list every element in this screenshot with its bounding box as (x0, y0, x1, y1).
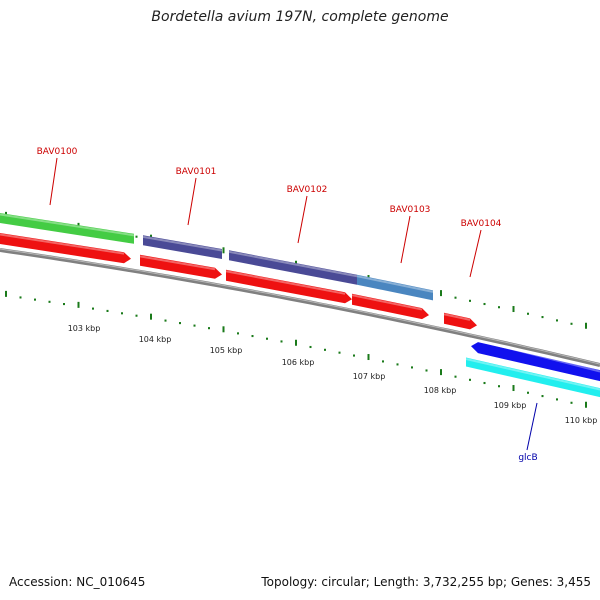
leader-line (49, 157, 58, 206)
cds-arrow-5 (443, 312, 477, 330)
scale-label: 109 kbp (494, 401, 527, 410)
scale-label: 108 kbp (424, 386, 457, 395)
cds-arrow-4 (351, 293, 429, 320)
gene-label-bav0104: BAV0104 (461, 219, 502, 278)
tick-marks (5, 211, 587, 408)
leader-line (526, 402, 538, 451)
gene-label-bav0103: BAV0103 (390, 205, 431, 264)
cds-arrow-glcB (470, 337, 600, 382)
gene-label-text: BAV0103 (390, 205, 431, 215)
gene-label-glcb: glcB (518, 402, 538, 463)
gene-label-bav0100: BAV0100 (37, 147, 78, 206)
leader-line (469, 229, 482, 278)
gene-bar-purple-1 (142, 235, 223, 259)
map-title: Bordetella avium 197N, complete genome (151, 9, 449, 25)
gene-bar-green (0, 213, 135, 244)
gene-label-text: glcB (518, 453, 537, 463)
genome-backbone (0, 248, 600, 368)
gene-bar-purple-2 (228, 250, 358, 285)
gene-label-text: BAV0100 (37, 147, 78, 157)
scale-label: 103 kbp (68, 324, 101, 333)
scale-label: 110 kbp (565, 416, 598, 425)
gene-label-bav0101: BAV0101 (176, 167, 217, 226)
scale-label: 104 kbp (139, 335, 172, 344)
gene-label-text: BAV0104 (461, 219, 502, 229)
gene-label-text: BAV0102 (287, 185, 328, 195)
genome-summary-text: Topology: circular; Length: 3,732,255 bp… (261, 575, 591, 589)
gene-bar-cyan (465, 357, 600, 398)
backbone-highlight (0, 248, 600, 365)
gene-label-text: BAV0101 (176, 167, 217, 177)
gene-bar-steelblue (356, 274, 434, 301)
scale-label: 107 kbp (353, 372, 386, 381)
cds-arrow-2 (139, 254, 222, 279)
leader-line (297, 195, 308, 244)
scale-label: 105 kbp (210, 346, 243, 355)
cds-arrow-3 (225, 269, 352, 304)
gene-label-bav0102: BAV0102 (287, 185, 328, 244)
accession-text: Accession: NC_010645 (9, 575, 146, 589)
scale-label: 106 kbp (282, 358, 315, 367)
cds-arrow-1 (0, 233, 131, 264)
leader-line (400, 215, 411, 264)
leader-line (187, 177, 197, 226)
